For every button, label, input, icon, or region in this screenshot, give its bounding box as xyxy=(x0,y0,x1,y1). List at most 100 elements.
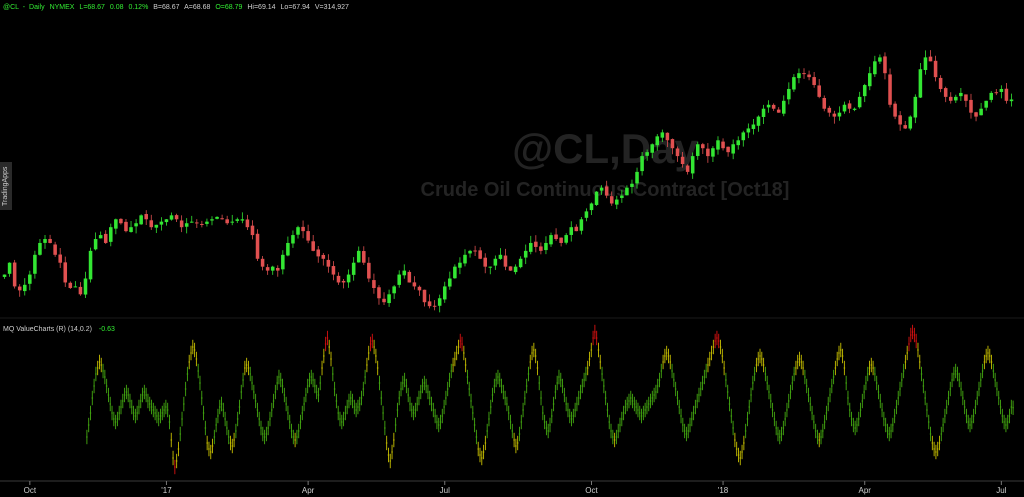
valuechart-bar xyxy=(651,390,654,406)
price-candle xyxy=(407,270,412,283)
price-candle xyxy=(746,123,751,139)
valuechart-bar xyxy=(662,354,664,370)
valuechart-bar xyxy=(902,363,905,379)
price-candle xyxy=(787,82,791,105)
valuechart-bar xyxy=(459,333,462,349)
price-candle xyxy=(210,216,214,226)
valuechart-bar xyxy=(209,444,212,460)
valuechart-bar xyxy=(333,381,336,397)
price-candle xyxy=(685,164,690,175)
valuechart-bar xyxy=(1012,400,1014,415)
price-candle xyxy=(1004,82,1009,104)
price-candle xyxy=(534,235,538,253)
valuechart-bar xyxy=(965,408,968,424)
valuechart-bar xyxy=(495,372,497,388)
price-candle xyxy=(802,68,806,79)
price-candle xyxy=(149,214,154,230)
price-candle xyxy=(857,91,862,109)
valuechart-bar xyxy=(606,402,609,418)
x-tick-label: Jul xyxy=(996,486,1006,495)
price-candle xyxy=(518,256,523,269)
valuechart-bar xyxy=(410,402,413,418)
valuechart-bar xyxy=(233,432,235,448)
valuechart-bar xyxy=(166,402,169,418)
valuechart-bar xyxy=(624,399,627,415)
valuechart-bar xyxy=(448,372,451,388)
valuechart-bar xyxy=(926,402,928,418)
valuechart-bar xyxy=(893,408,896,424)
valuechart-bar xyxy=(184,381,187,397)
price-candle xyxy=(286,236,290,257)
price-candle xyxy=(179,215,184,233)
valuechart-bar xyxy=(269,411,271,427)
valuechart-bar xyxy=(660,363,663,379)
valuechart-bar xyxy=(827,396,830,412)
valuechart-bar xyxy=(323,348,325,364)
header-exchange: NYMEX xyxy=(50,4,75,11)
valuechart-bar xyxy=(856,417,858,433)
price-candle xyxy=(58,248,62,268)
valuechart-bar xyxy=(441,408,444,424)
price-candle xyxy=(609,191,614,206)
valuechart-bar xyxy=(107,387,110,403)
valuechart-bar xyxy=(1010,399,1013,415)
valuechart-bar xyxy=(534,348,537,364)
price-candle xyxy=(812,71,816,88)
valuechart-bar xyxy=(357,399,359,415)
price-candle xyxy=(422,289,427,307)
price-candle xyxy=(994,89,999,96)
valuechart-bar xyxy=(371,333,374,349)
valuechart-bar xyxy=(157,411,160,427)
valuechart-bar xyxy=(130,399,133,415)
valuechart-bar xyxy=(400,381,402,397)
price-candle xyxy=(984,100,988,111)
valuechart-bar xyxy=(129,393,131,409)
valuechart-bar xyxy=(701,375,704,391)
price-candle xyxy=(549,232,553,247)
price-candle xyxy=(341,278,346,289)
valuechart-bar xyxy=(947,390,950,406)
header-bar: @CL - Daily NYMEX L=68.67 0.08 0.12% B=6… xyxy=(3,4,349,11)
header-symbol[interactable]: @CL xyxy=(3,4,19,11)
valuechart-bar xyxy=(687,423,690,439)
price-candle xyxy=(362,246,366,265)
valuechart-bar xyxy=(242,372,244,388)
valuechart-bar xyxy=(999,399,1002,415)
valuechart-bar xyxy=(186,366,189,382)
valuechart-bar xyxy=(936,441,939,457)
valuechart-bar xyxy=(502,384,505,400)
valuechart-bar xyxy=(852,417,855,433)
valuechart-bar xyxy=(678,399,681,415)
price-candle xyxy=(377,285,381,305)
header-volume: V=314,927 xyxy=(315,4,349,11)
price-candle xyxy=(559,237,563,247)
price-candle xyxy=(346,269,351,288)
price-candle xyxy=(898,111,902,131)
price-candle xyxy=(731,139,735,160)
price-candle xyxy=(842,101,847,114)
indicator-label[interactable]: MQ ValueCharts (R) (14,0.2) xyxy=(3,326,92,333)
valuechart-bar xyxy=(656,378,659,394)
indicator-panel xyxy=(0,317,1024,475)
valuechart-bar xyxy=(601,366,603,382)
price-candle xyxy=(17,284,22,297)
valuechart-bar xyxy=(321,360,323,376)
price-candle xyxy=(822,95,827,112)
valuechart-bar xyxy=(610,423,612,439)
valuechart-bar xyxy=(836,351,838,367)
valuechart-bar xyxy=(748,399,751,415)
price-candle xyxy=(225,215,229,225)
valuechart-bar xyxy=(437,417,440,433)
valuechart-bar xyxy=(199,375,201,391)
valuechart-bar xyxy=(626,396,628,412)
price-candle xyxy=(635,167,639,189)
valuechart-bar xyxy=(538,375,541,391)
valuechart-bar xyxy=(100,357,103,373)
valuechart-bar xyxy=(342,411,345,427)
valuechart-bar xyxy=(299,414,302,430)
valuechart-bar xyxy=(202,405,205,421)
valuechart-bar xyxy=(145,387,147,403)
side-tab-tradingapps[interactable]: TradingApps xyxy=(0,162,12,210)
valuechart-bar xyxy=(220,396,223,412)
valuechart-bar xyxy=(457,339,460,355)
